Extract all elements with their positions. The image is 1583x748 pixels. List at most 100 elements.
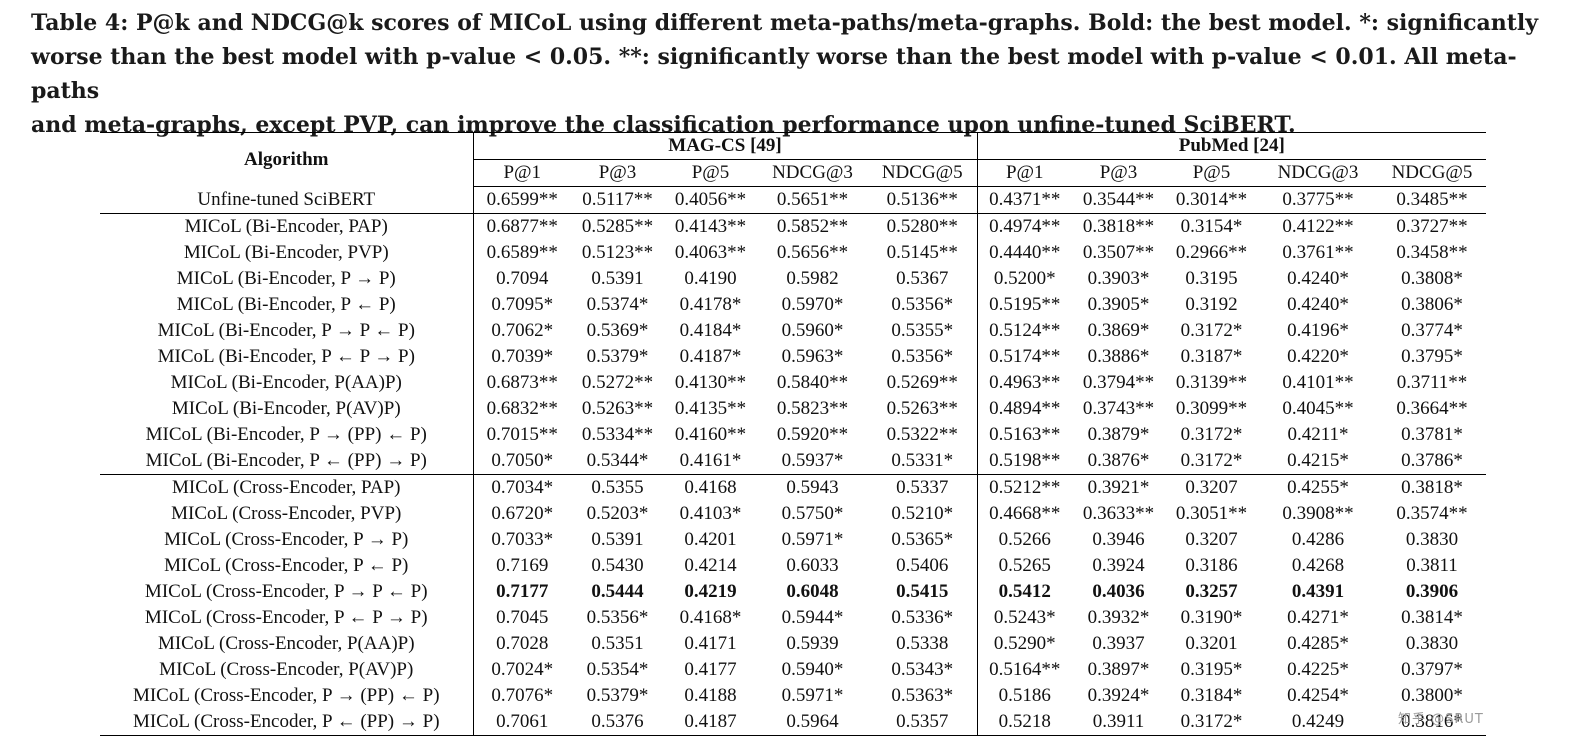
score-cell: 0.3544** [1082,189,1155,210]
score-cell: 0.3485** [1396,189,1468,210]
score-cell: 0.3664** [1396,398,1468,419]
score-cell: 0.5376 [571,709,664,736]
score-cell: 0.5944* [781,607,844,628]
score-cell: 0.5444 [591,581,644,602]
score-cell: 0.4668** [989,503,1061,524]
cross-encoder-row: MICoL (Cross-Encoder, P → P) 0.7033* 0.539… [100,527,1486,553]
algorithm-cell: MICoL (Cross-Encoder, PVP) [100,501,474,527]
score-cell: 0.3905* [1087,294,1150,315]
score-cell: 0.3633** [1082,503,1155,524]
score-cell: 0.4122** [1258,213,1378,240]
table-body: Unfine-tuned SciBERT 0.6599** 0.5117** 0.40… [100,186,1487,736]
bi-encoder-row: MICoL (Bi-Encoder, P → P) 0.7094 0.5391 0.4… [100,266,1486,292]
cross-encoder-row: MICoL (Cross-Encoder, P → (PP) ← P) 0.707… [100,683,1486,709]
score-cell: 0.3794** [1082,372,1155,393]
algorithm-cell: Unfine-tuned SciBERT [100,186,474,214]
baseline-row: Unfine-tuned SciBERT 0.6599** 0.5117** 0.40… [100,186,1486,214]
score-cell: 0.3139** [1175,372,1248,393]
score-cell: 0.5243* [993,607,1056,628]
algorithm-cell: MICoL (Cross-Encoder, P(AV)P) [100,657,474,683]
algorithm-cell: MICoL (Cross-Encoder, P ← P → P) [100,605,474,631]
metric-header-p-at-1-pubmed: P@1 [977,159,1072,187]
metric-header-row: P@1 P@3 P@5 NDCG@3 NDCG@5 P@1 P@3 P@5 NDCG@3 NDCG… [100,159,1487,187]
score-cell: 0.5322** [868,422,978,448]
score-cell: 0.3184* [1180,685,1243,706]
score-cell: 0.3172* [1165,709,1258,736]
score-cell: 0.4177 [684,659,737,680]
score-cell: 0.5840** [776,372,849,393]
score-cell: 0.7094 [496,268,549,289]
cross-encoder-row: MICoL (Cross-Encoder, P ← P → P) 0.7045 0.… [100,605,1486,631]
bi-encoder-row: MICoL (Bi-Encoder, PAP) 0.6877** 0.5285** 0… [100,213,1487,240]
algorithm-cell: MICoL (Cross-Encoder, P → P) [100,527,474,553]
score-cell: 0.4963** [989,372,1061,393]
score-cell: 0.3818* [1378,474,1487,501]
score-cell: 0.2966** [1175,242,1248,263]
score-cell: 0.4440** [989,242,1061,263]
score-cell: 0.6589** [486,242,558,263]
score-cell: 0.7061 [473,709,571,736]
score-cell: 0.5210* [868,501,978,527]
score-cell: 0.4255* [1258,474,1378,501]
score-cell: 0.3869* [1087,320,1150,341]
score-cell: 0.5198** [989,450,1061,471]
score-cell: 0.4219 [684,581,737,602]
score-cell: 0.6720* [491,503,554,524]
score-cell: 0.4285* [1287,633,1349,654]
score-cell: 0.3727** [1378,213,1487,240]
algorithm-cell: MICoL (Bi-Encoder, PVP) [100,240,474,266]
score-cell: 0.5338 [868,631,978,657]
score-cell: 0.5374* [586,294,649,315]
score-cell: 0.5337 [868,474,978,501]
score-cell: 0.5357 [868,709,978,736]
table-caption: Table 4: P@k and NDCG@k scores of MICoL … [31,6,1561,142]
score-cell: 0.5285** [571,213,664,240]
score-cell: 0.5356* [586,607,649,628]
score-cell: 0.3876* [1087,450,1150,471]
metric-header-p-at-3-mag: P@3 [571,159,664,187]
score-cell: 0.5269** [868,370,978,396]
algorithm-cell: MICoL (Cross-Encoder, P(AA)P) [100,631,474,657]
score-cell: 0.5200* [993,268,1056,289]
score-cell: 0.5203* [586,503,649,524]
score-cell: 0.5970* [781,294,844,315]
score-cell: 0.4187 [664,709,757,736]
cross-encoder-row: MICoL (Cross-Encoder, P ← P) 0.7169 0.5430… [100,553,1486,579]
algorithm-cell: MICoL (Bi-Encoder, P → P ← P) [100,318,474,344]
cross-encoder-row: MICoL (Cross-Encoder, P ← (PP) → P) 0.706… [100,709,1487,736]
score-cell: 0.5331* [868,448,978,475]
group-header-pubmed: PubMed [24] [977,132,1487,160]
score-cell: 0.6048 [786,581,839,602]
score-cell: 0.3811 [1406,555,1458,576]
score-cell: 0.5263** [581,398,654,419]
score-cell: 0.6877** [473,213,571,240]
score-cell: 0.5266 [998,529,1051,550]
score-cell: 0.3786* [1401,450,1463,471]
score-cell: 0.6832** [486,398,558,419]
score-cell: 0.4184* [679,320,742,341]
bi-encoder-row: MICoL (Bi-Encoder, P(AA)P) 0.6873** 0.5272… [100,370,1486,396]
score-cell: 0.4974** [977,213,1072,240]
score-cell: 0.4225* [1287,659,1349,680]
score-cell: 0.5391 [591,529,644,550]
score-cell: 0.7034* [473,474,571,501]
score-cell: 0.5963* [781,346,844,367]
score-cell: 0.5363* [868,683,978,709]
algorithm-cell: MICoL (Cross-Encoder, P → (PP) ← P) [100,683,474,709]
score-cell: 0.3195 [1185,268,1238,289]
score-cell: 0.5412 [998,581,1051,602]
score-cell: 0.3921* [1072,474,1165,501]
score-cell: 0.3172* [1180,320,1243,341]
score-cell: 0.7015** [486,424,558,445]
score-cell: 0.3808* [1401,268,1463,289]
metric-header-ndcg-at-3-pubmed: NDCG@3 [1258,159,1378,187]
score-cell: 0.3924 [1092,555,1145,576]
score-cell: 0.7177 [496,581,549,602]
score-cell: 0.4178* [679,294,742,315]
score-cell: 0.3806* [1401,294,1463,315]
score-cell: 0.4214 [684,555,737,576]
score-cell: 0.5136** [868,186,978,214]
score-cell: 0.3897* [1087,659,1150,680]
score-cell: 0.5391 [591,268,644,289]
score-cell: 0.5354* [586,659,649,680]
